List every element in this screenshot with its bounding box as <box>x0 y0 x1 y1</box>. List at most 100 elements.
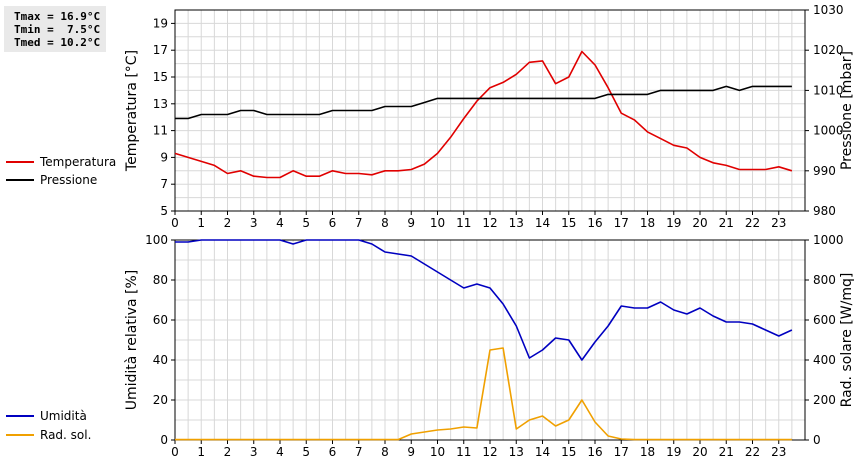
x-tick-label: 2 <box>224 445 232 459</box>
y2-tick-label: 980 <box>813 204 836 218</box>
y-tick-label: 5 <box>160 204 168 218</box>
y-tick-label: 40 <box>153 353 168 367</box>
x-tick-label: 23 <box>771 445 786 459</box>
x-tick-label: 20 <box>692 445 707 459</box>
x-tick-label: 18 <box>640 445 655 459</box>
x-tick-label: 12 <box>482 445 497 459</box>
legend-umidita: Umidità <box>4 408 134 424</box>
x-tick-label: 13 <box>509 445 524 459</box>
y2-tick-label: 1000 <box>813 233 844 247</box>
x-tick-label: 3 <box>250 216 258 230</box>
x-tick-label: 16 <box>587 216 602 230</box>
x-tick-label: 3 <box>250 445 258 459</box>
x-tick-label: 0 <box>171 445 179 459</box>
legend-swatch-temperatura <box>6 161 34 163</box>
x-tick-label: 17 <box>614 216 629 230</box>
y2-tick-label: 400 <box>813 353 836 367</box>
y-tick-label: 15 <box>153 70 168 84</box>
chart-panel-2: 0 1 2 3 4 5 6 7 8 9 10 11 12 13 14 15 16 17 18 19 20 21 22 2302… <box>124 233 855 459</box>
y-tick-label: 60 <box>153 313 168 327</box>
x-tick-label: 15 <box>561 445 576 459</box>
x-tick-label: 13 <box>509 216 524 230</box>
x-tick-label: 19 <box>666 216 681 230</box>
x-tick-label: 16 <box>587 445 602 459</box>
legend-temperatura: Temperatura <box>4 154 134 170</box>
x-tick-label: 19 <box>666 445 681 459</box>
legend-rad-sol: Rad. sol. <box>4 427 134 443</box>
y-tick-label: 19 <box>153 16 168 30</box>
y2-tick-label: 990 <box>813 164 836 178</box>
y2-axis-title: Rad. solare [W/mq] <box>839 273 855 408</box>
x-tick-label: 8 <box>381 216 389 230</box>
x-tick-label: 1 <box>197 445 205 459</box>
x-tick-label: 7 <box>355 216 363 230</box>
series-line-pressione <box>175 85 792 120</box>
y-tick-label: 9 <box>160 150 168 164</box>
x-tick-label: 11 <box>456 216 471 230</box>
x-tick-label: 12 <box>482 216 497 230</box>
x-tick-label: 21 <box>719 216 734 230</box>
legend-pressione: Pressione <box>4 172 134 188</box>
x-tick-label: 14 <box>535 216 550 230</box>
x-tick-label: 17 <box>614 445 629 459</box>
legend-label: Temperatura <box>40 155 117 169</box>
y2-tick-label: 0 <box>813 433 821 447</box>
y2-axis-title: Pressione [mbar] <box>839 51 855 170</box>
y-tick-label: 11 <box>153 124 168 138</box>
chart-panel-1: 0 1 2 3 4 5 6 7 8 9 10 11 12 13 14 15 16 17 18 19 20 21 22 2357… <box>124 3 855 230</box>
x-tick-label: 21 <box>719 445 734 459</box>
y-tick-label: 7 <box>160 177 168 191</box>
x-tick-label: 14 <box>535 445 550 459</box>
x-tick-label: 20 <box>692 216 707 230</box>
y-tick-label: 20 <box>153 393 168 407</box>
legend-label: Pressione <box>40 173 98 187</box>
y-tick-label: 13 <box>153 97 168 111</box>
x-tick-label: 9 <box>407 445 415 459</box>
legend-swatch-rad-sol <box>6 434 34 436</box>
x-tick-label: 6 <box>329 445 337 459</box>
x-tick-label: 11 <box>456 445 471 459</box>
stats-box: Tmax = 16.9°C Tmin = 7.5°C Tmed = 10.2°C <box>4 6 106 52</box>
legend-swatch-pressione <box>6 179 34 181</box>
y-tick-label: 0 <box>160 433 168 447</box>
x-tick-label: 2 <box>224 216 232 230</box>
y-tick-label: 80 <box>153 273 168 287</box>
legend-swatch-umidita <box>6 415 34 417</box>
y-tick-label: 17 <box>153 43 168 57</box>
y2-tick-label: 200 <box>813 393 836 407</box>
series-line-temperatura <box>174 50 793 179</box>
x-tick-label: 10 <box>430 445 445 459</box>
x-tick-label: 10 <box>430 216 445 230</box>
y2-tick-label: 800 <box>813 273 836 287</box>
y2-tick-label: 1020 <box>813 43 844 57</box>
y2-tick-label: 600 <box>813 313 836 327</box>
x-tick-label: 5 <box>302 216 310 230</box>
tmin-label: Tmin = 7.5°C <box>14 23 101 36</box>
y2-tick-label: 1030 <box>813 3 844 17</box>
legend-label: Rad. sol. <box>40 428 92 442</box>
x-tick-label: 18 <box>640 216 655 230</box>
x-tick-label: 0 <box>171 216 179 230</box>
x-tick-label: 15 <box>561 216 576 230</box>
x-tick-label: 22 <box>745 445 760 459</box>
y-tick-label: 100 <box>145 233 168 247</box>
series-line-umidit <box>175 239 793 361</box>
x-tick-label: 1 <box>197 216 205 230</box>
y2-tick-label: 1000 <box>813 124 844 138</box>
tmed-label: Tmed = 10.2°C <box>14 36 101 49</box>
x-tick-label: 6 <box>329 216 337 230</box>
x-tick-label: 4 <box>276 445 284 459</box>
x-tick-label: 7 <box>355 445 363 459</box>
x-tick-label: 23 <box>771 216 786 230</box>
y2-tick-label: 1010 <box>813 83 844 97</box>
y-axis-title: Temperatura [°C] <box>124 50 140 172</box>
x-tick-label: 4 <box>276 216 284 230</box>
x-tick-label: 22 <box>745 216 760 230</box>
x-tick-label: 9 <box>407 216 415 230</box>
series-line-rad-sol <box>175 347 792 441</box>
tmax-label: Tmax = 16.9°C <box>14 10 101 23</box>
y-axis-title: Umidità relativa [%] <box>124 270 140 411</box>
x-tick-label: 8 <box>381 445 389 459</box>
x-tick-label: 5 <box>302 445 310 459</box>
